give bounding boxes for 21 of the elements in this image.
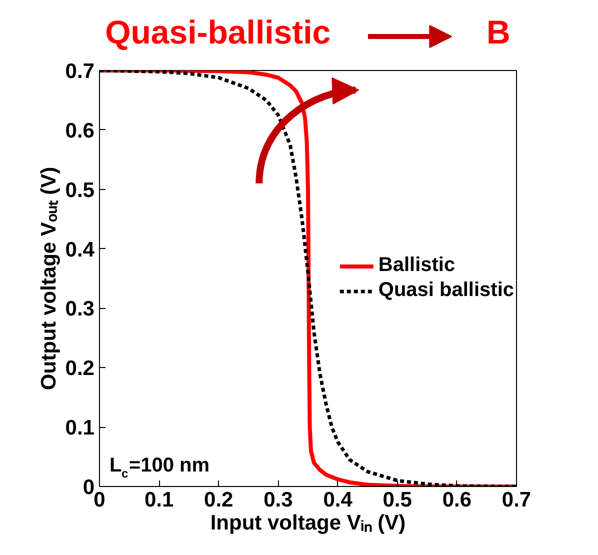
legend-label: Ballistic xyxy=(378,254,456,277)
legend-label: Quasi ballistic xyxy=(378,279,514,302)
x-tick-label: 0.2 xyxy=(204,488,234,512)
y-tick-label: 0.2 xyxy=(65,357,95,380)
x-tick-label: 0.3 xyxy=(264,488,293,512)
y-tick-label: 0.1 xyxy=(65,416,95,440)
x-tick-label: 0.1 xyxy=(144,488,174,512)
chart-title: Quasi-ballistic xyxy=(105,14,331,50)
y-axis-title: Output voltage Vₒᵤₜ (V) xyxy=(37,166,60,390)
x-tick-label: 0.5 xyxy=(382,488,412,512)
y-tick-label: 0.4 xyxy=(65,238,95,262)
line-series xyxy=(100,70,516,486)
x-tick-label: 0.6 xyxy=(442,488,472,512)
y-tick-label: 0.7 xyxy=(65,60,95,83)
y-tick-label: 0.3 xyxy=(65,298,95,321)
x-tick-label: 0.4 xyxy=(323,488,353,512)
x-axis-title: Input voltage Vᵢₙ (V) xyxy=(210,512,406,534)
text: B xyxy=(486,14,510,50)
y-tick-label: 0.5 xyxy=(65,178,95,202)
x-tick-label: 0.7 xyxy=(502,488,532,512)
y-tick-label: 0.6 xyxy=(65,119,95,142)
